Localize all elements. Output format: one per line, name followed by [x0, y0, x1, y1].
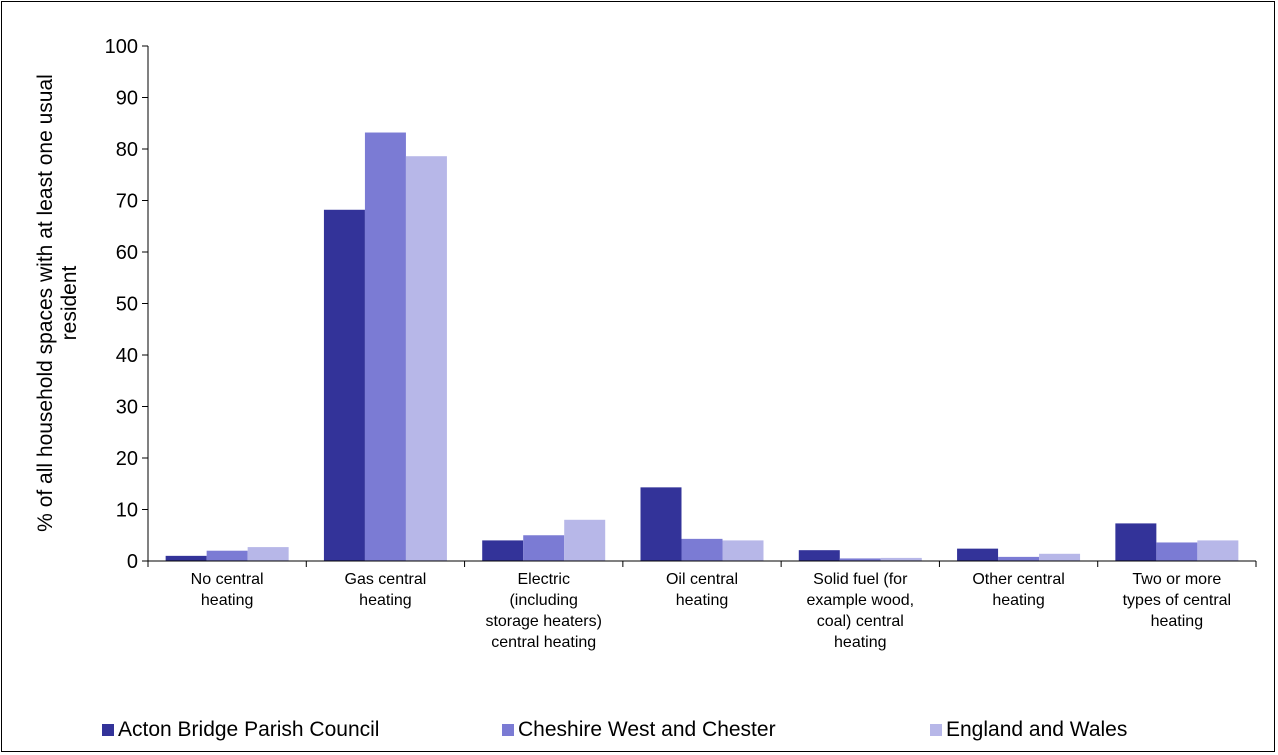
- bar-series-1-2: [482, 540, 524, 561]
- y-axis-label: % of all household spaces with at least …: [34, 74, 81, 532]
- x-tick-label-line: heating: [359, 592, 412, 609]
- bar-series-2-6: [1156, 542, 1198, 561]
- y-tick-label: 30: [116, 397, 138, 419]
- y-axis-ticks: 0 10 20 30 40 50 60 70 80 90 100: [105, 36, 148, 573]
- x-tick-label-line: (including: [509, 592, 577, 609]
- legend-label-series-3: England and Wales: [946, 718, 1128, 741]
- y-axis-title-line: resident: [58, 265, 81, 340]
- bar-series-1-4: [798, 550, 840, 561]
- x-tick-label: Solid fuel (for example wood, coal) centra…: [806, 571, 914, 651]
- bar-series-1-6: [1115, 523, 1157, 561]
- x-tick-label-line: coal) central: [817, 613, 904, 630]
- y-tick-label: 100: [105, 36, 138, 58]
- bars: [165, 132, 1239, 561]
- legend-label-series-2: Cheshire West and Chester: [518, 718, 776, 741]
- legend-item-series-3: England and Wales: [930, 718, 1127, 742]
- x-tick-label-line: heating: [201, 592, 254, 609]
- x-tick-label-line: storage heaters): [485, 613, 602, 630]
- bar-series-2-2: [523, 535, 565, 561]
- bar-series-1-1: [323, 209, 365, 561]
- x-tick-label: Other central heating: [972, 571, 1064, 609]
- x-tick-label-line: central heating: [491, 634, 596, 651]
- bar-series-2-4: [839, 558, 881, 561]
- y-tick-label: 10: [116, 500, 138, 522]
- y-tick-label: 90: [116, 88, 138, 110]
- bar-chart: 0 10 20 30 40 50 60 70 80 90 100 No central heating…: [34, 36, 1257, 651]
- bar-series-3-1: [405, 156, 447, 561]
- legend-swatch-series-2: [502, 724, 514, 736]
- x-tick-label-line: Other central: [972, 571, 1064, 588]
- y-tick-label: 20: [116, 448, 138, 470]
- bar-series-2-5: [998, 556, 1040, 561]
- x-tick-label-line: Oil central: [666, 571, 738, 588]
- bar-series-1-3: [640, 487, 682, 561]
- x-tick-label-line: heating: [992, 592, 1045, 609]
- x-tick-label-line: heating: [1151, 613, 1204, 630]
- x-tick-label-line: heating: [834, 634, 887, 651]
- y-tick-label: 50: [116, 294, 138, 316]
- bar-series-1-0: [165, 555, 207, 561]
- x-tick-label-line: heating: [676, 592, 729, 609]
- y-tick-label: 40: [116, 345, 138, 367]
- legend-label-series-1: Acton Bridge Parish Council: [118, 718, 380, 741]
- bar-series-3-3: [722, 540, 764, 561]
- bar-series-2-3: [681, 538, 723, 561]
- legend-item-series-2: Cheshire West and Chester: [502, 718, 776, 742]
- bar-series-3-2: [564, 519, 606, 561]
- x-tick-label: No central heating: [191, 571, 264, 609]
- x-tick-label-line: Electric: [517, 571, 569, 588]
- x-tick-label: Electric (including storage heaters) centra…: [485, 571, 602, 651]
- axes: [147, 46, 1257, 567]
- y-axis-title-line: % of all household spaces with at least …: [34, 74, 57, 532]
- legend: Acton Bridge Parish Council Cheshire Wes…: [0, 718, 1278, 748]
- y-axis-title: % of all household spaces with at least …: [34, 74, 81, 532]
- bar-series-3-5: [1039, 553, 1081, 561]
- legend-item-series-1: Acton Bridge Parish Council: [102, 718, 379, 742]
- bar-series-1-5: [957, 548, 999, 561]
- bar-series-3-0: [247, 547, 289, 561]
- x-tick-label-line: types of central: [1123, 592, 1232, 609]
- x-axis-labels: No central heating Gas central heating Elect…: [191, 571, 1231, 651]
- y-tick-label: 80: [116, 139, 138, 161]
- y-tick-label: 60: [116, 242, 138, 264]
- x-tick-label-line: Gas central: [345, 571, 427, 588]
- bar-series-3-4: [880, 557, 922, 561]
- bar-series-2-0: [206, 550, 248, 561]
- x-tick-label: Two or more types of central heating: [1123, 571, 1232, 630]
- legend-swatch-series-1: [102, 724, 114, 736]
- legend-swatch-series-3: [930, 724, 942, 736]
- x-tick-label-line: No central: [191, 571, 264, 588]
- y-tick-label: 70: [116, 191, 138, 213]
- x-tick-label-line: Two or more: [1132, 571, 1221, 588]
- x-tick-label: Gas central heating: [345, 571, 427, 609]
- x-tick-label: Oil central heating: [666, 571, 738, 609]
- x-tick-label-line: example wood,: [806, 592, 914, 609]
- bar-series-2-1: [364, 132, 406, 561]
- x-tick-label-line: Solid fuel (for: [813, 571, 908, 588]
- bar-series-3-6: [1197, 540, 1239, 561]
- y-tick-label: 0: [127, 551, 138, 573]
